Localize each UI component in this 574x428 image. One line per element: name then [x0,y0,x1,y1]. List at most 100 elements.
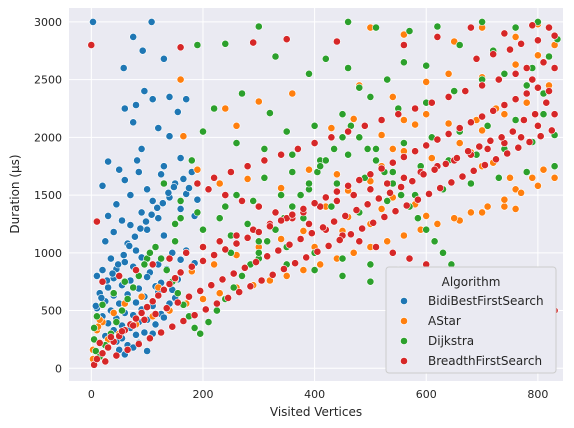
data-point [534,181,542,190]
data-point [450,37,459,46]
data-point [466,118,475,127]
data-point [210,251,218,259]
data-point [386,188,394,197]
data-point [240,263,249,272]
data-point [176,75,185,84]
data-point [380,213,389,221]
data-point [478,17,486,26]
data-point [93,355,101,363]
data-point [366,277,375,286]
y-tick-label: 1500 [34,189,62,202]
data-point [109,289,118,298]
data-point [332,179,341,188]
data-point [391,207,400,216]
data-point [358,224,366,233]
data-point [263,252,272,261]
data-point [164,188,173,197]
data-point [355,176,364,184]
data-point [450,214,459,223]
data-point [399,30,408,39]
legend-title: Algorithm [442,275,501,289]
data-point [249,38,258,47]
data-point [282,271,291,280]
data-point [185,184,193,192]
data-point [511,204,520,213]
data-point [254,202,263,211]
data-point [500,69,509,78]
data-point [120,258,129,266]
data-point [114,260,122,269]
data-point [90,335,98,344]
data-point [355,83,364,92]
y-axis-label: Duration (μs) [8,154,22,233]
data-point [232,139,241,147]
data-point [147,17,156,26]
data-point [107,254,115,263]
data-point [522,89,531,98]
data-point [372,156,380,165]
data-point [243,233,252,242]
data-point [508,127,517,136]
data-point [118,306,126,315]
data-point [363,200,372,209]
data-point [511,60,520,69]
data-point [271,208,280,217]
data-point [148,95,157,104]
data-point [196,286,205,295]
data-point [108,269,117,278]
data-point [483,144,492,153]
data-point [511,116,520,124]
data-point [525,138,534,146]
data-point [254,97,263,106]
data-point [478,112,486,121]
data-point [171,274,179,283]
data-point [254,248,263,257]
data-point [257,276,266,285]
data-point [132,314,140,323]
data-point [517,133,525,142]
data-point [550,64,559,72]
data-point [366,93,375,101]
data-point [506,45,514,54]
legend-marker [400,337,408,345]
data-point [145,334,154,343]
data-point [536,132,545,141]
data-point [288,89,297,98]
data-point [534,17,542,26]
data-point [210,260,218,269]
data-point [243,219,252,228]
data-point [187,262,196,271]
data-point [98,300,107,309]
data-point [252,258,260,266]
data-point [330,217,338,226]
data-point [545,23,553,32]
data-point [319,223,327,232]
data-point [232,239,241,248]
x-tick-label: 600 [416,388,437,401]
data-point [109,228,118,236]
data-point [129,283,138,292]
data-point [550,162,559,171]
data-point [118,327,126,336]
data-point [411,104,419,113]
data-point [366,185,375,194]
data-point [125,241,134,250]
data-point [427,98,436,107]
data-point [277,184,285,192]
data-point [399,173,408,182]
data-point [254,22,263,31]
data-point [154,214,163,223]
data-point [377,164,386,173]
data-point [402,201,411,210]
data-point [137,308,146,317]
data-point [232,231,241,240]
data-point [399,139,408,147]
data-point [109,308,118,317]
axis-ticks: 0 200 400 600 800 0 500 1000 1500 2000 2500 3000 [34,16,548,401]
data-point [399,58,408,67]
data-point [310,139,319,147]
data-point [528,75,537,84]
data-point [232,121,241,130]
data-point [207,281,216,290]
data-point [550,31,559,40]
